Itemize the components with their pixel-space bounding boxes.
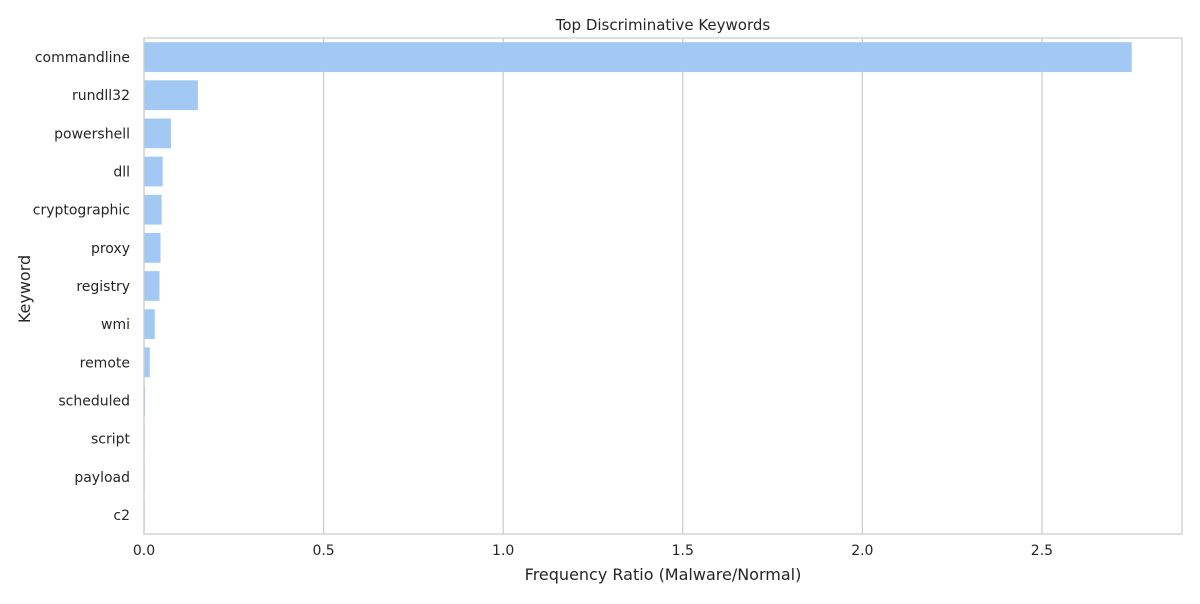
bar-powershell [144,118,171,149]
y-tick-label: registry [76,279,130,295]
y-tick-label: script [91,432,131,448]
y-tick-label: dll [113,165,130,181]
plot-frame [143,37,1183,535]
bars [144,42,1132,530]
y-tick-labels: commandline rundll32 powershell dll cryptogr… [33,50,131,524]
bar-wmi [144,309,155,340]
bar-dll [144,156,163,187]
bar-cryptographic [144,194,162,225]
bar-rundll32 [144,80,198,111]
y-tick-label: payload [74,470,130,486]
y-tick-label: wmi [101,317,130,333]
chart-title: Top Discriminative Keywords [555,16,771,34]
x-axis-label: Frequency Ratio (Malware/Normal) [525,565,802,584]
bar-registry [144,271,160,301]
x-tick-label: 2.0 [851,543,873,559]
y-tick-label: remote [80,355,130,371]
grid-lines [143,38,1043,534]
bar-proxy [144,232,161,263]
x-tick-label: 0.5 [312,543,334,559]
x-tick-label: 1.0 [492,543,514,559]
y-axis-label: Keyword [15,255,34,323]
bar-commandline [144,42,1132,72]
y-tick-label: powershell [54,126,130,142]
x-tick-labels: 0.0 0.5 1.0 1.5 2.0 2.5 [133,543,1053,559]
y-tick-label: scheduled [58,393,130,409]
y-tick-label: commandline [35,50,130,66]
y-tick-label: proxy [91,241,130,257]
x-tick-label: 0.0 [133,543,155,559]
y-tick-label: rundll32 [72,88,130,104]
y-tick-label: cryptographic [33,203,130,219]
x-tick-label: 1.5 [672,543,694,559]
x-tick-label: 2.5 [1031,543,1053,559]
y-tick-label: c2 [113,508,130,524]
bar-remote [144,347,150,378]
